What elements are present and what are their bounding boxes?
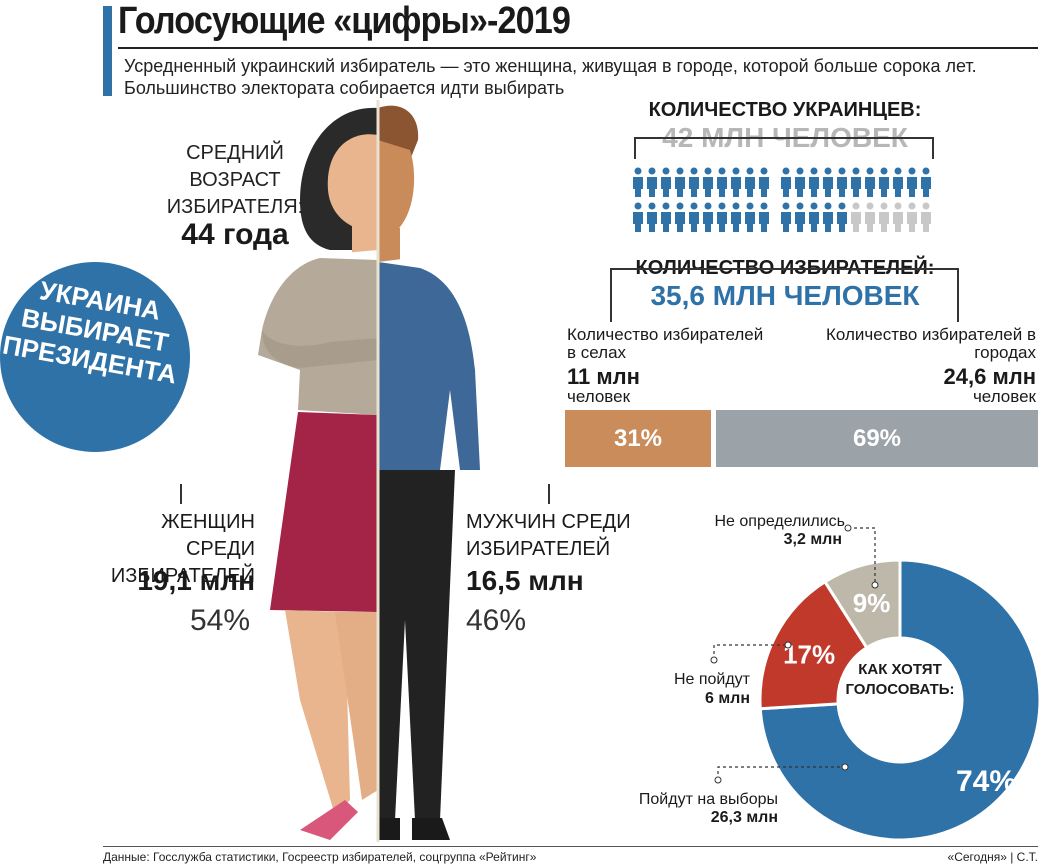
city-voters-label: Количество избирателей в городах <box>826 325 1036 362</box>
person-icon <box>795 167 805 197</box>
credit-note: «Сегодня» | С.Т. <box>947 850 1038 864</box>
village-voters-label: Количество избирателей в селах <box>567 325 764 362</box>
women-value: 19,1 млн <box>137 565 255 596</box>
person-icon <box>647 167 657 197</box>
donut-slice-label: 17% <box>783 640 835 670</box>
person-icon <box>921 202 931 232</box>
donut-callout-lines <box>710 524 879 784</box>
person-icon <box>675 167 685 197</box>
donut-slice-label: 74% <box>956 765 1016 798</box>
source-note: Данные: Госслужба статистики, Госреестр … <box>103 850 537 864</box>
women-bracket <box>180 484 182 504</box>
population-label: КОЛИЧЕСТВО УКРАИНЦЕВ: <box>648 99 922 121</box>
donut-slice <box>760 579 869 711</box>
men-percent: 46% <box>466 604 527 637</box>
lead-text: Усредненный украинский избиратель — это … <box>124 56 977 98</box>
person-icon <box>851 202 861 232</box>
village-voters-value: 11 млн <box>567 364 640 389</box>
person-icon <box>731 167 741 197</box>
person-icon <box>781 167 791 197</box>
person-icon <box>647 202 657 232</box>
person-icon <box>661 167 671 197</box>
donut-center-label: КАК ХОТЯТ ГОЛОСОВАТЬ: <box>845 661 955 698</box>
person-icon <box>907 202 917 232</box>
not-going-amount: 6 млн <box>704 690 750 707</box>
person-icon <box>703 202 713 232</box>
city-voters-unit: человек <box>972 387 1036 406</box>
population-bracket <box>634 137 934 159</box>
person-icon <box>717 202 727 232</box>
person-icon <box>893 202 903 232</box>
city-share-bar: 69% <box>716 410 1038 467</box>
person-icon <box>689 167 699 197</box>
title-accent-bar <box>103 6 112 96</box>
person-icon <box>781 202 791 232</box>
person-icon <box>661 202 671 232</box>
village-voters-unit: человек <box>567 387 631 406</box>
person-icon <box>879 202 889 232</box>
person-icon <box>795 202 805 232</box>
electorate-bracket <box>610 268 959 322</box>
person-icon <box>823 167 833 197</box>
city-voters-value: 24,6 млн <box>943 364 1036 389</box>
person-icon <box>893 167 903 197</box>
men-label: МУЖЧИН СРЕДИ ИЗБИРАТЕЛЕЙ <box>466 511 631 560</box>
donut-slice-label: 9% <box>853 588 891 618</box>
person-icon <box>633 202 643 232</box>
person-icon <box>633 167 643 197</box>
voting-intent-donut: 74% 17% 9% <box>760 558 1040 842</box>
average-age-label: СРЕДНИЙ ВОЗРАСТ ИЗБИРАТЕЛЯ: <box>166 142 304 218</box>
person-icon <box>745 167 755 197</box>
person-icon <box>689 202 699 232</box>
population-icon-grid <box>633 167 931 232</box>
person-icon <box>809 167 819 197</box>
average-age-value: 44 года <box>181 218 289 251</box>
voter-illustration <box>258 100 480 842</box>
person-icon <box>851 167 861 197</box>
person-icon <box>717 167 727 197</box>
person-icon <box>759 167 769 197</box>
person-icon <box>921 167 931 197</box>
person-icon <box>759 202 769 232</box>
will-vote-amount: 26,3 млн <box>710 809 778 826</box>
undecided-label: Не определились <box>714 513 846 530</box>
person-icon <box>745 202 755 232</box>
person-icon <box>865 202 875 232</box>
person-icon <box>879 167 889 197</box>
election-badge <box>0 262 190 452</box>
person-icon <box>731 202 741 232</box>
village-share-bar: 31% <box>565 410 711 467</box>
not-going-label: Не пойдут <box>673 671 750 688</box>
donut-slice <box>822 558 902 650</box>
men-bracket <box>548 484 550 504</box>
page-title: Голосующие «цифры»-2019 <box>118 0 571 42</box>
person-icon <box>837 202 847 232</box>
person-icon <box>675 202 685 232</box>
undecided-amount: 3,2 млн <box>783 531 842 548</box>
footer-divider <box>103 846 1038 847</box>
women-percent: 54% <box>189 604 250 637</box>
person-icon <box>809 202 819 232</box>
title-divider <box>118 47 1038 49</box>
person-icon <box>703 167 713 197</box>
electorate-value: 35,6 МЛН ЧЕЛОВЕК <box>650 280 920 311</box>
will-vote-label: Пойдут на выборы <box>638 791 778 808</box>
person-icon <box>865 167 875 197</box>
person-icon <box>837 167 847 197</box>
men-value: 16,5 млн <box>466 565 584 596</box>
person-icon <box>823 202 833 232</box>
person-icon <box>907 167 917 197</box>
donut-slice <box>760 558 1040 842</box>
women-label: ЖЕНЩИН СРЕДИ ИЗБИРАТЕЛЕЙ <box>110 511 255 587</box>
